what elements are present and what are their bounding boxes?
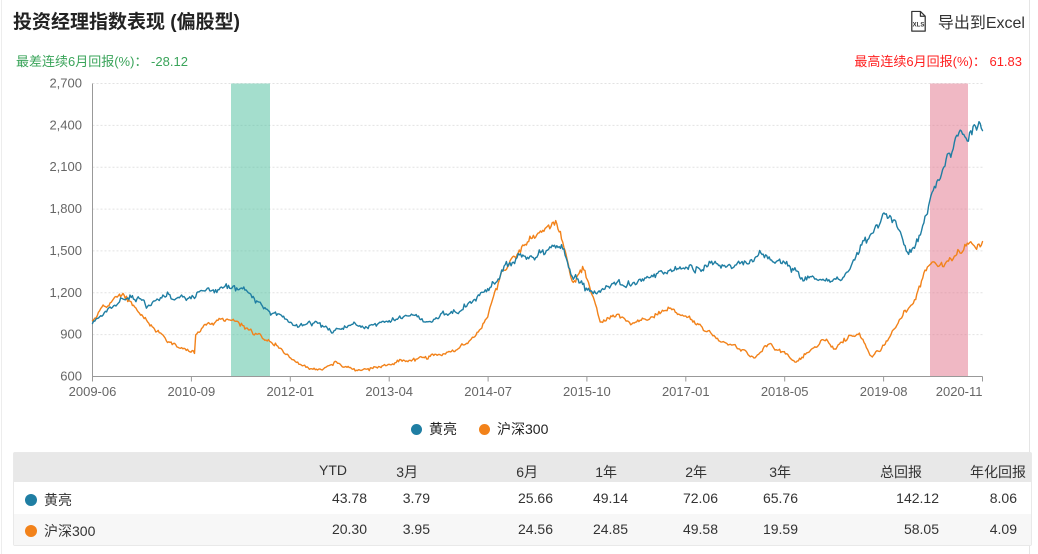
svg-text:2013-04: 2013-04	[365, 384, 413, 399]
svg-text:1,200: 1,200	[49, 285, 82, 300]
svg-text:2,700: 2,700	[49, 76, 82, 91]
svg-text:2018-05: 2018-05	[761, 384, 809, 399]
svg-text:2015-10: 2015-10	[563, 384, 611, 399]
svg-text:900: 900	[60, 327, 82, 342]
svg-text:2009-06: 2009-06	[69, 384, 117, 399]
svg-text:1,500: 1,500	[49, 243, 82, 258]
svg-text:2019-08: 2019-08	[860, 384, 908, 399]
svg-text:XLS: XLS	[913, 22, 925, 28]
svg-text:2010-09: 2010-09	[168, 384, 216, 399]
svg-text:2,100: 2,100	[49, 159, 82, 174]
svg-text:1,800: 1,800	[49, 201, 82, 216]
svg-text:2,400: 2,400	[49, 117, 82, 132]
svg-text:2012-01: 2012-01	[266, 384, 314, 399]
svg-text:2017-01: 2017-01	[662, 384, 710, 399]
svg-text:600: 600	[60, 369, 82, 384]
svg-text:2014-07: 2014-07	[464, 384, 512, 399]
svg-text:2020-11: 2020-11	[936, 384, 983, 399]
